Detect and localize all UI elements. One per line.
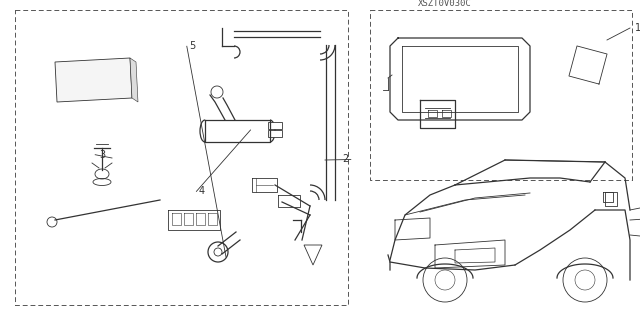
Text: 1: 1 bbox=[635, 23, 640, 33]
Text: XSZT0V030C: XSZT0V030C bbox=[418, 0, 472, 8]
Bar bbox=[268, 130, 282, 137]
Text: 3: 3 bbox=[99, 150, 106, 160]
Polygon shape bbox=[130, 58, 138, 102]
Polygon shape bbox=[55, 58, 132, 102]
Text: 5: 5 bbox=[189, 41, 195, 51]
Text: 4: 4 bbox=[198, 186, 205, 197]
Bar bbox=[268, 122, 282, 129]
Text: 2: 2 bbox=[342, 154, 349, 165]
